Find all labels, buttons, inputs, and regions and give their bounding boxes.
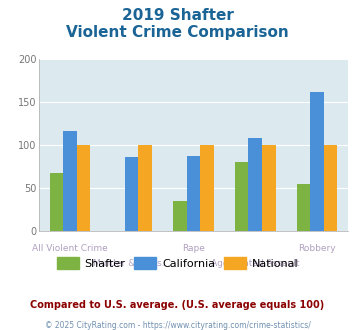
Bar: [324, 145, 337, 231]
Legend: Shafter, California, National: Shafter, California, National: [52, 253, 303, 273]
Bar: [248, 138, 262, 231]
Text: 2019 Shafter: 2019 Shafter: [121, 8, 234, 23]
Bar: [200, 145, 214, 231]
Bar: [77, 145, 90, 231]
Text: Aggravated Assault: Aggravated Assault: [211, 259, 300, 268]
Text: Murder & Mans...: Murder & Mans...: [93, 259, 170, 268]
Text: Compared to U.S. average. (U.S. average equals 100): Compared to U.S. average. (U.S. average …: [31, 300, 324, 310]
Text: Violent Crime Comparison: Violent Crime Comparison: [66, 25, 289, 40]
Text: All Violent Crime: All Violent Crime: [32, 244, 108, 253]
Bar: [63, 131, 77, 231]
Text: Rape: Rape: [182, 244, 205, 253]
Bar: [310, 92, 324, 231]
Bar: [50, 173, 63, 231]
Bar: [173, 201, 187, 231]
Bar: [262, 145, 275, 231]
Bar: [235, 162, 248, 231]
Text: © 2025 CityRating.com - https://www.cityrating.com/crime-statistics/: © 2025 CityRating.com - https://www.city…: [45, 321, 310, 330]
Bar: [138, 145, 152, 231]
Bar: [297, 184, 310, 231]
Bar: [125, 157, 138, 231]
Bar: [187, 156, 200, 231]
Text: Robbery: Robbery: [298, 244, 336, 253]
